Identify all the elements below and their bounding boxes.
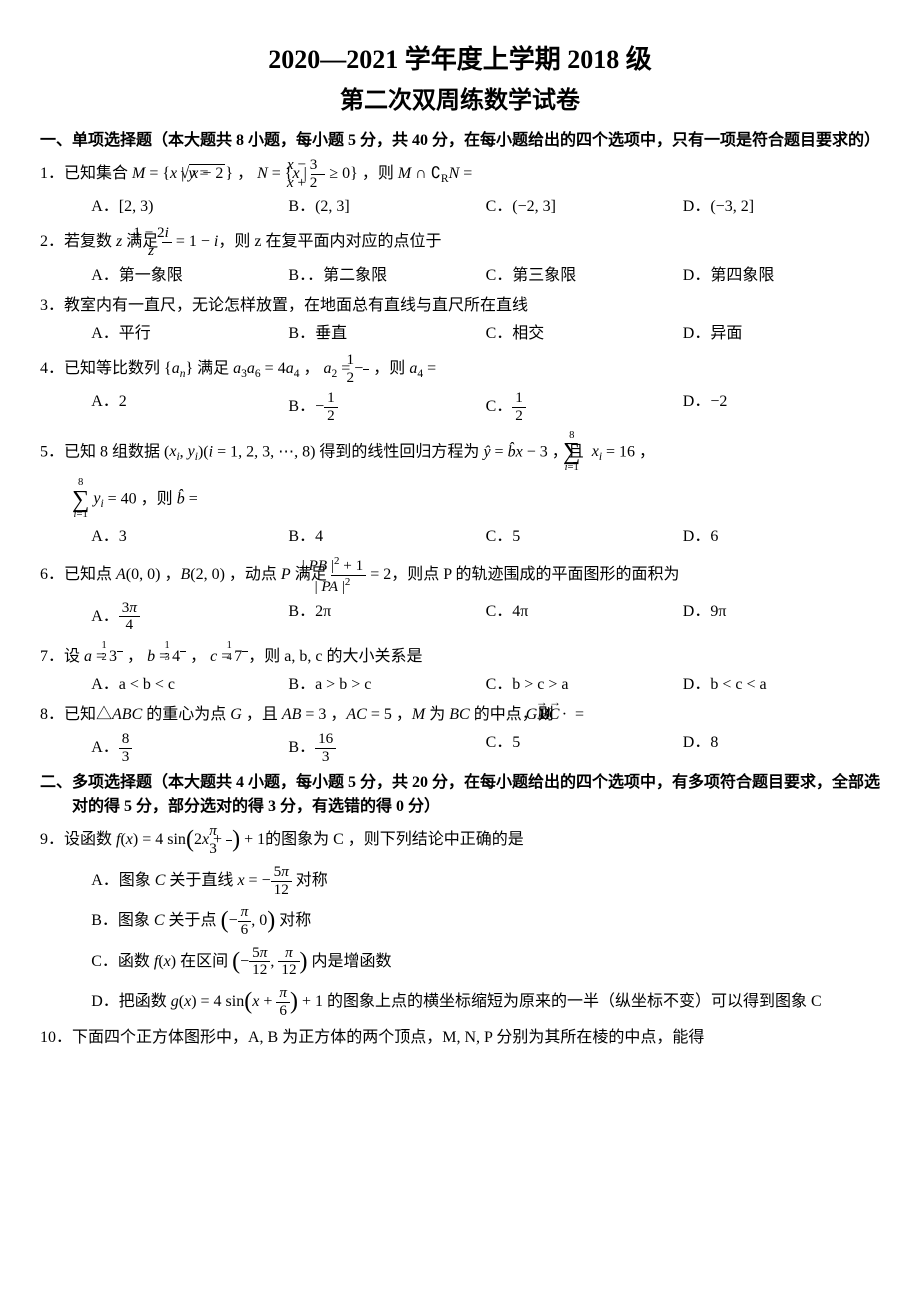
q6-opt-c: C．4π (486, 600, 683, 634)
q8-opt-d: D．8 (683, 731, 880, 765)
q5-opt-d: D．6 (683, 525, 880, 549)
q3-opt-c: C．相交 (486, 322, 683, 346)
q1-opt-b: B．(2, 3] (288, 195, 485, 219)
q8-opt-b: B．163 (288, 731, 485, 765)
question-1-options: A．[2, 3) B．(2, 3] C．(−2, 3] D．(−3, 2] (40, 195, 880, 219)
q7-opt-c: C．b > c > a (486, 673, 683, 697)
q7-opt-d: D．b < c < a (683, 673, 880, 697)
q6-opt-b: B．2π (288, 600, 485, 634)
q5-opt-b: B．4 (288, 525, 485, 549)
question-10: 10．下面四个正方体图形中，A, B 为正方体的两个顶点，M, N, P 分别为… (40, 1026, 880, 1050)
question-9: 9．设函数 f(x) = 4 sin(2x + π3) + 1的图象为 C ，则… (40, 823, 880, 857)
q2-opt-c: C．第三象限 (486, 264, 683, 288)
q5-opt-a: A．3 (91, 525, 288, 549)
q8-opt-c: C．5 (486, 731, 683, 765)
question-6-options: A．3π4 B．2π C．4π D．9π (40, 600, 880, 634)
question-5-options: A．3 B．4 C．5 D．6 (40, 525, 880, 549)
q2-opt-a: A．第一象限 (91, 264, 288, 288)
q4-opt-c: C．12 (486, 390, 683, 424)
question-2-options: A．第一象限 B．．第二象限 C．第三象限 D．第四象限 (40, 264, 880, 288)
q6-opt-a: A．3π4 (91, 600, 288, 634)
question-7: 7．设 a = 312 ， b = 413 ， c = 714，则 a, b, … (40, 640, 880, 669)
question-4: 4．已知等比数列 {an} 满足 a3a6 = 4a4 ， a2 = −12 ，… (40, 352, 880, 386)
q9-opt-d: D．把函数 g(x) = 4 sin(x + π6) + 1 的图象上点的横坐标… (40, 985, 880, 1019)
q1-opt-d: D．(−3, 2] (683, 195, 880, 219)
q8-opt-a: A．83 (91, 731, 288, 765)
main-title-line1: 2020—2021 学年度上学期 2018 级 (40, 40, 880, 79)
q7-opt-b: B．a > b > c (288, 673, 485, 697)
q9-opt-c: C．函数 f(x) 在区间 (−5π12, π12) 内是增函数 (40, 945, 880, 979)
q4-opt-b: B．−12 (288, 390, 485, 424)
question-8-options: A．83 B．163 C．5 D．8 (40, 731, 880, 765)
q7-opt-a: A．a < b < c (91, 673, 288, 697)
q9-opt-b: B．图象 C 关于点 (−π6, 0) 对称 (40, 904, 880, 938)
q9-opt-a: A．图象 C 关于直线 x = −5π12 对称 (40, 864, 880, 898)
main-title-line2: 第二次双周练数学试卷 (40, 83, 880, 119)
question-1: 1．已知集合 M = {x | y = √x − 2} ， N = {x | x… (40, 157, 880, 191)
question-2: 2．若复数 z 满足 1 − 2iz = 1 − i，则 z 在复平面内对应的点… (40, 225, 880, 259)
section-2-header: 二、多项选择题（本大题共 4 小题，每小题 5 分，共 20 分，在每小题给出的… (40, 771, 880, 819)
question-5-cont: 8∑i=1 yi = 40 ，则 b̂ = (40, 478, 880, 521)
question-3-options: A．平行 B．垂直 C．相交 D．异面 (40, 322, 880, 346)
q6-opt-d: D．9π (683, 600, 880, 634)
question-5: 5．已知 8 组数据 (xi, yi)(i = 1, 2, 3, ⋯, 8) 得… (40, 431, 880, 474)
q2-opt-d: D．第四象限 (683, 264, 880, 288)
q5-opt-c: C．5 (486, 525, 683, 549)
question-8: 8．已知△ABC 的重心为点 G ，且 AB = 3 ，AC = 5 ，M 为 … (40, 703, 880, 727)
q4-opt-d: D．−2 (683, 390, 880, 424)
q3-opt-a: A．平行 (91, 322, 288, 346)
question-7-options: A．a < b < c B．a > b > c C．b > c > a D．b … (40, 673, 880, 697)
q3-opt-d: D．异面 (683, 322, 880, 346)
section-1-header: 一、单项选择题（本大题共 8 小题，每小题 5 分，共 40 分，在每小题给出的… (40, 129, 880, 153)
q4-opt-a: A．2 (91, 390, 288, 424)
question-4-options: A．2 B．−12 C．12 D．−2 (40, 390, 880, 424)
q1-opt-a: A．[2, 3) (91, 195, 288, 219)
question-6: 6．已知点 A(0, 0) ，B(2, 0) ，动点 P 满足 | PB |2 … (40, 555, 880, 596)
q3-opt-b: B．垂直 (288, 322, 485, 346)
question-3: 3．教室内有一直尺，无论怎样放置，在地面总有直线与直尺所在直线 (40, 294, 880, 318)
q2-opt-b: B．．第二象限 (288, 264, 485, 288)
q1-opt-c: C．(−2, 3] (486, 195, 683, 219)
